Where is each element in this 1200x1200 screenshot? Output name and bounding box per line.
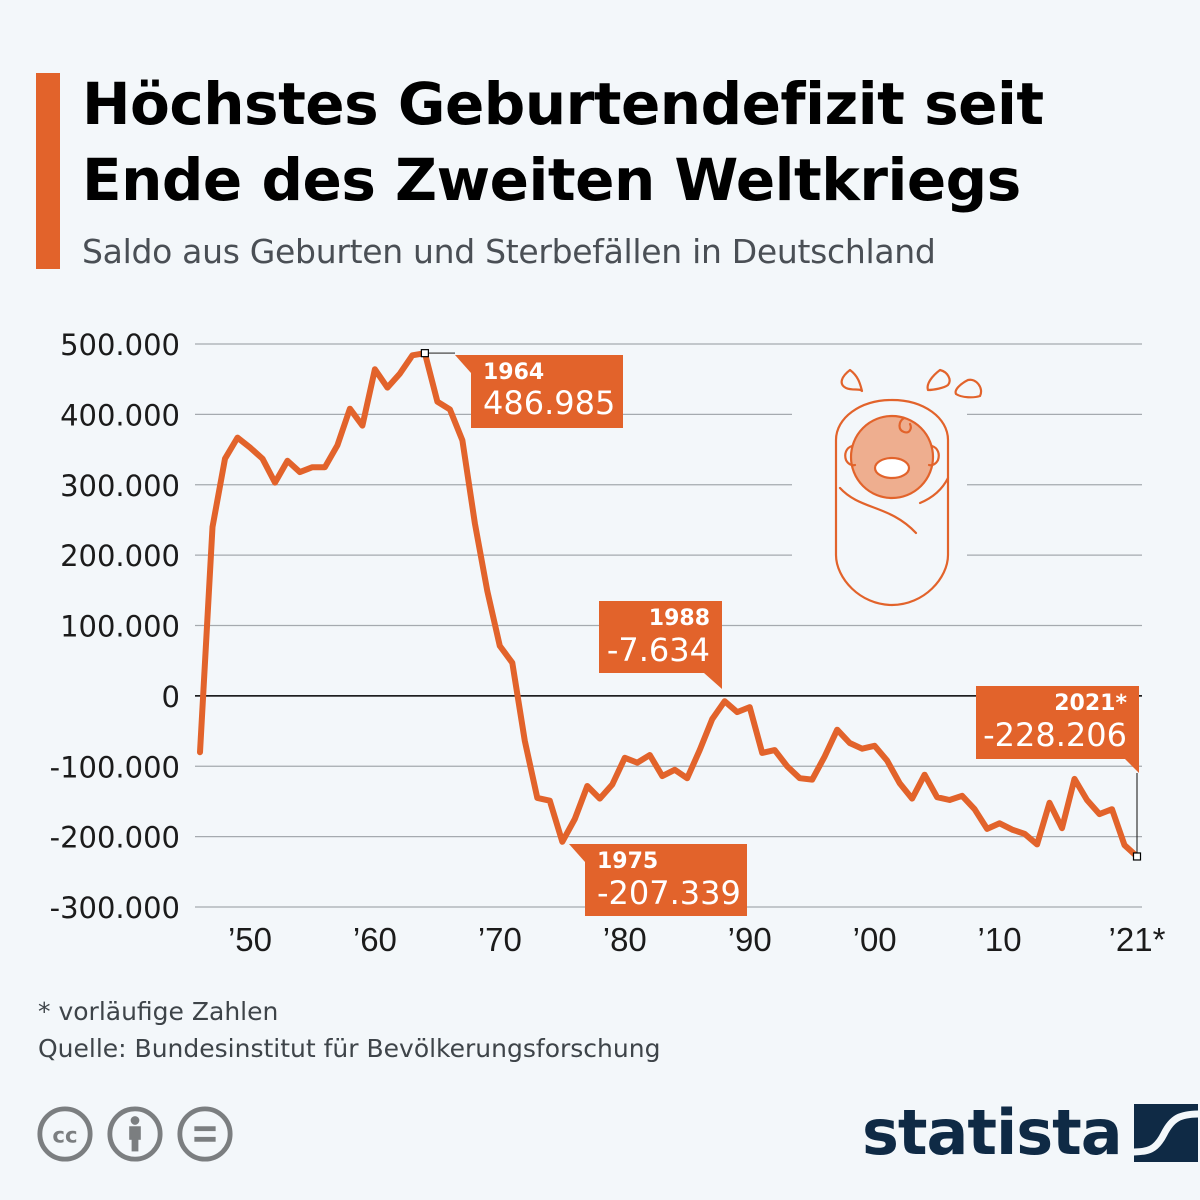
y-tick-label: -200.000 xyxy=(50,821,180,855)
callout-value: -7.634 xyxy=(607,631,710,669)
callout-value: -207.339 xyxy=(597,874,741,912)
footnotes: * vorläufige Zahlen Quelle: Bundesinstit… xyxy=(38,993,660,1067)
callout-year: 1988 xyxy=(649,606,710,631)
y-tick-label: 200.000 xyxy=(60,539,180,573)
callout-year: 1975 xyxy=(597,849,658,874)
baby-mouth-icon xyxy=(873,456,911,480)
x-tick-label: ’10 xyxy=(978,921,1022,958)
license-icons: cc xyxy=(36,1105,234,1163)
callouts: 1964486.9851975-207.3391988-7.6342021*-2… xyxy=(420,349,1142,916)
y-tick-label: -100.000 xyxy=(50,750,180,784)
tear-drop-icon xyxy=(926,368,951,392)
callout-box xyxy=(599,601,722,673)
callout-year: 2021* xyxy=(1054,691,1127,716)
callout-value: 486.985 xyxy=(483,384,615,422)
latest-marker xyxy=(1132,852,1142,861)
subtitle: Saldo aus Geburten und Sterbefällen in D… xyxy=(82,232,936,271)
cc-icon[interactable]: cc xyxy=(36,1105,94,1163)
x-axis-ticks: ’50 ’60 ’70 ’80 ’90 ’00 ’10 ’21* xyxy=(228,921,1166,958)
statista-logo-icon xyxy=(1133,1104,1198,1162)
y-axis-ticks: 500.000 400.000 300.000 200.000 100.000 0 -100… xyxy=(50,328,180,925)
tear-drop-icon xyxy=(954,378,983,399)
svg-text:cc: cc xyxy=(52,1124,77,1149)
y-tick-label: 100.000 xyxy=(60,610,180,644)
callout-1988: 1988-7.634 xyxy=(599,601,722,689)
y-tick-label: -300.000 xyxy=(50,891,180,925)
x-tick-label: ’70 xyxy=(478,921,522,958)
x-tick-label: ’21* xyxy=(1109,921,1166,958)
callout-value: -228.206 xyxy=(983,716,1127,754)
callout-1975: 1975-207.339 xyxy=(569,844,747,916)
title-line-2: Ende des Zweiten Weltkriegs xyxy=(82,146,1021,214)
callout-box xyxy=(976,686,1139,759)
provisional-note: * vorläufige Zahlen xyxy=(38,997,279,1026)
no-derivatives-icon[interactable] xyxy=(176,1105,234,1163)
series-line-birth-death-balance xyxy=(197,350,1140,860)
statista-logo[interactable]: statista xyxy=(862,1098,1198,1168)
callout-pointer xyxy=(1125,759,1139,773)
callout-box xyxy=(585,844,747,916)
line-chart: 500.000 400.000 300.000 200.000 100.000 0 -100… xyxy=(50,328,1166,958)
callout-year: 1964 xyxy=(483,360,544,385)
y-tick-label: 500.000 xyxy=(60,328,180,362)
logo-text: statista xyxy=(862,1096,1123,1169)
x-tick-label: ’00 xyxy=(853,921,897,958)
x-tick-label: ’90 xyxy=(728,921,772,958)
callout-box xyxy=(471,355,623,428)
page-title: Höchstes Geburtendefizit seit Ende des Z… xyxy=(82,66,1182,218)
title-line-1: Höchstes Geburtendefizit seit xyxy=(82,70,1044,138)
title-accent-bar xyxy=(36,73,60,269)
callout-pointer xyxy=(704,673,722,689)
source-note: Quelle: Bundesinstitut für Bevölkerungsf… xyxy=(38,1034,661,1063)
x-tick-label: ’60 xyxy=(353,921,397,958)
callout-2021: 2021*-228.206 xyxy=(976,686,1139,857)
y-tick-label: 300.000 xyxy=(60,469,180,503)
x-tick-label: ’80 xyxy=(603,921,647,958)
attribution-icon[interactable] xyxy=(106,1105,164,1163)
x-tick-label: ’50 xyxy=(228,921,272,958)
callout-pointer xyxy=(455,355,471,373)
callout-pointer xyxy=(569,844,585,862)
y-tick-label: 400.000 xyxy=(60,398,180,432)
peak-marker xyxy=(420,349,429,358)
y-tick-label: 0 xyxy=(162,680,180,714)
crying-baby-illustration xyxy=(792,368,983,607)
tear-drop-icon xyxy=(840,368,864,393)
